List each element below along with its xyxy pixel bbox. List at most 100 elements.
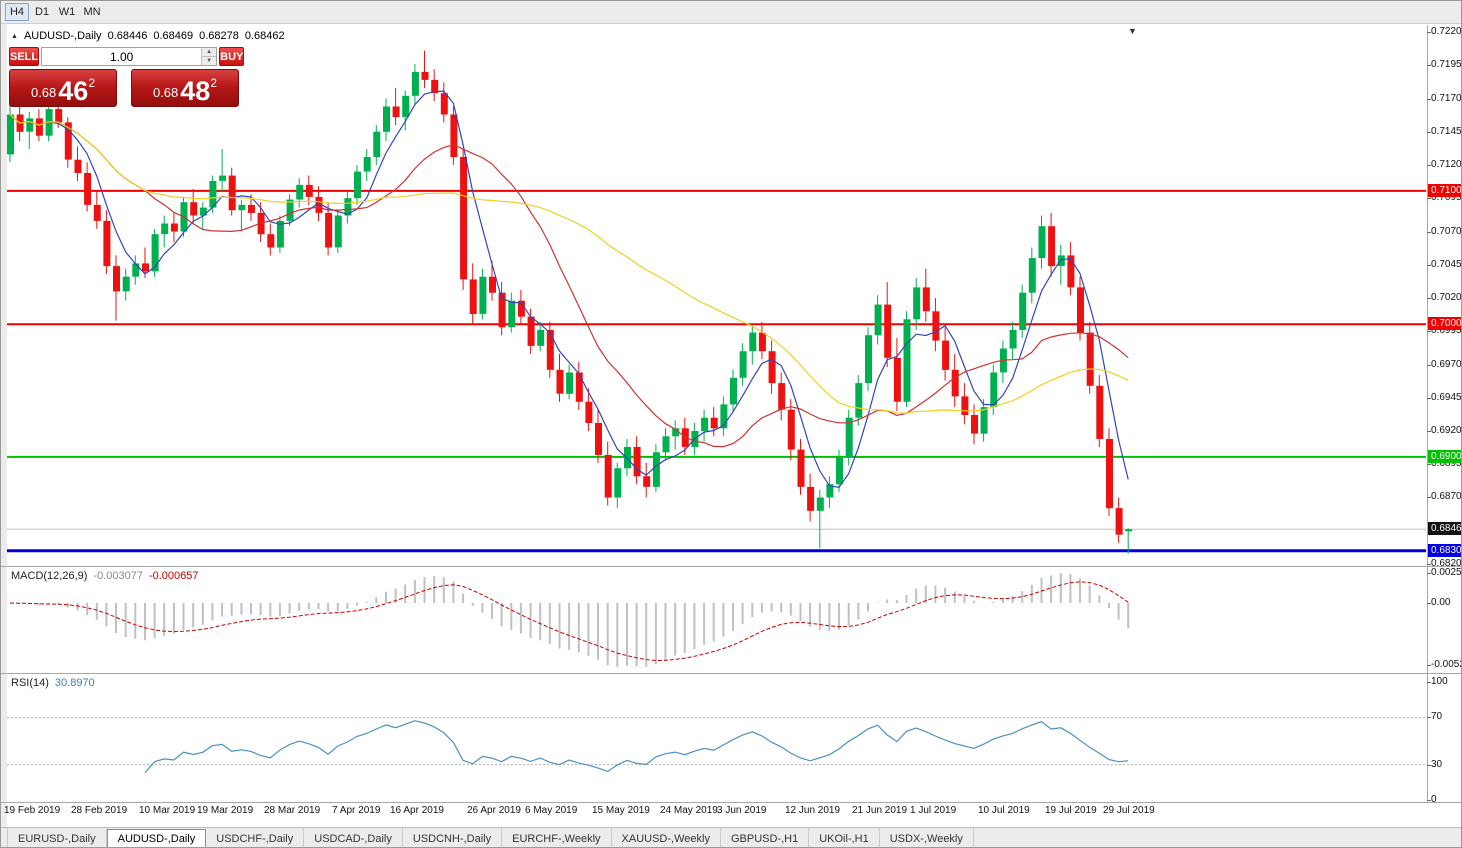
candle-body [951,369,959,397]
chart-tab-usdcad-daily[interactable]: USDCAD-,Daily [304,828,403,847]
rsi-panel[interactable] [7,674,1426,802]
chart-tab-usdchf-daily[interactable]: USDCHF-,Daily [206,828,305,847]
period-button-mn[interactable]: MN [83,6,101,18]
candle-body [1067,255,1075,288]
chart-tab-usdcnh-daily[interactable]: USDCNH-,Daily [403,828,503,847]
chart-tab-eurchf-weekly[interactable]: EURCHF-,Weekly [502,828,612,847]
candle-body [190,202,198,216]
candle-body [392,106,400,118]
candle-body [614,468,622,498]
candle-body [807,486,815,511]
macd-panel[interactable] [7,567,1426,673]
candle-body [440,93,448,115]
chart-tab-audusd-daily[interactable]: AUDUSD-,Daily [106,829,207,847]
candle-body [1125,529,1133,532]
candle-body [758,332,766,352]
candle-body [1096,385,1104,439]
candle-body [113,266,120,292]
buy-button[interactable]: BUY [219,47,245,66]
chart-tab-eurusd-daily[interactable]: EURUSD-,Daily [7,828,107,847]
candle-body [932,311,940,341]
candle-body [537,329,545,346]
macd-separator[interactable] [1,566,1461,567]
macd-tick-mark [1427,603,1431,604]
price-tick-mark [1427,265,1431,266]
volume-input[interactable] [42,48,202,65]
price-tick-mark [1427,65,1431,66]
candle-body [122,276,130,292]
date-label: 21 Jun 2019 [852,805,908,816]
candle-body [267,234,275,248]
rsi-separator[interactable] [1,673,1461,674]
candle-body [730,377,737,405]
candle-body [7,114,14,155]
chart-bullet-icon: ▲ [11,32,18,40]
one-click-trade-panel: SELL ▲ ▼ BUY 0.68 46 2 0.68 48 2 [9,47,245,107]
date-label: 29 Jul 2019 [1103,805,1155,816]
candle-body [305,184,313,197]
price-badge-0.69005: 0.69005 [1428,450,1461,463]
price-tick-mark [1427,298,1431,299]
ohlc-low: 0.68278 [199,30,239,42]
candle-body [142,263,149,272]
sell-price-big: 46 [58,76,89,107]
candle-body [797,449,805,487]
time-axis-separator [1,802,1461,803]
period-button-d1[interactable]: D1 [34,6,50,18]
price-tick-mark [1427,398,1431,399]
sell-price-button[interactable]: 0.68 46 2 [9,69,117,107]
chart-tab-usdx-weekly[interactable]: USDX-,Weekly [880,828,974,847]
candle-body [990,372,998,408]
period-button-w1[interactable]: W1 [58,6,76,18]
candle-body [826,484,834,498]
candle-body [35,118,43,136]
candle-body [411,71,419,96]
candle-body [1086,332,1094,386]
volume-down-button[interactable]: ▼ [202,57,217,65]
date-label: 28 Feb 2019 [71,805,128,816]
sell-button[interactable]: SELL [9,47,40,66]
macd-tick-label: -0.005234 [1431,659,1461,670]
date-label: 19 Jul 2019 [1045,805,1097,816]
candle-body [787,409,795,450]
chart-symbol-label: AUDUSD-,Daily [23,30,102,42]
date-label: 7 Apr 2019 [332,805,381,816]
chart-tab-ukoil-h1[interactable]: UKOil-,H1 [809,828,880,847]
ma-line-40 [9,114,1129,414]
candle-body [624,447,631,469]
chart-tab-xauusd-weekly[interactable]: XAUUSD-,Weekly [612,828,721,847]
candle-body [498,292,506,328]
macd-tick-label: 0.00 [1431,597,1451,608]
macd-tick-mark [1427,573,1431,574]
candle-body [315,196,323,213]
candle-body [971,415,978,434]
candle-body [508,300,516,328]
candle-body [527,316,535,346]
volume-spinner: ▲ ▼ [201,48,217,65]
period-button-h4[interactable]: H4 [5,3,29,21]
volume-up-button[interactable]: ▲ [202,48,217,57]
price-tick-mark [1427,331,1431,332]
candle-body [652,452,660,487]
candle-body [489,276,496,293]
candle-body [286,199,294,221]
chart-tab-gbpusd-h1[interactable]: GBPUSD-,H1 [721,828,810,847]
rsi-label: RSI(14) 30.8970 [11,677,95,689]
bid-price-badge: 0.68462 [1428,522,1461,535]
macd-signal-line [9,581,1129,662]
buy-price-button[interactable]: 0.68 48 2 [131,69,239,107]
macd-tick-mark [1427,665,1431,666]
candle-body [161,223,169,235]
candle-body [219,175,227,181]
candle-body [739,351,747,378]
candle-body [604,454,612,498]
candle-body [276,220,284,248]
candle-body [980,407,988,434]
date-label: 12 Jun 2019 [785,805,841,816]
